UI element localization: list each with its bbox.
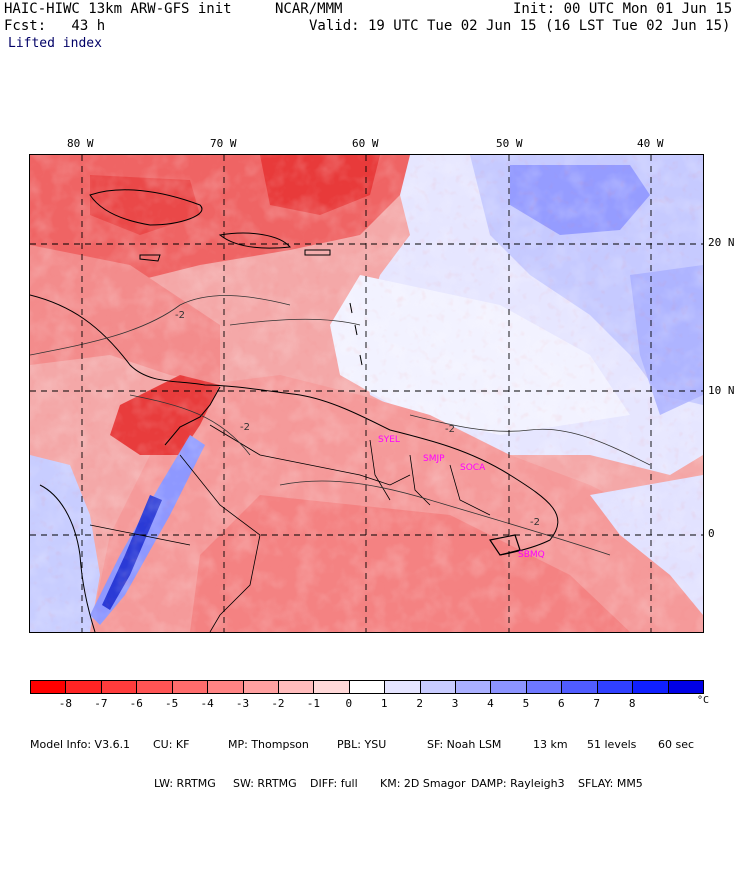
station-soca: SOCA (460, 463, 486, 473)
model-info: Model Info: V3.6.1 CU: KF MP: Thompson P… (30, 712, 730, 803)
colorbar-tick-label: -7 (94, 697, 108, 710)
borders (89, 424, 491, 632)
colorbar-swatch (667, 680, 704, 694)
model-title: HAIC-HIWC 13km ARW-GFS init (4, 1, 232, 17)
damping: DAMP: Rayleigh3 (471, 777, 565, 790)
colorbar-tick-label: -3 (235, 697, 250, 710)
colorbar-tick-label: 8 (628, 697, 636, 710)
colorbar-swatch (136, 680, 173, 694)
colorbar-swatch (277, 680, 315, 694)
contour-label: -2 (175, 310, 185, 321)
colorbar-tick-label: -8 (58, 697, 73, 710)
colorbar-tick-label: -6 (129, 697, 143, 710)
colorbar-swatch (30, 680, 67, 694)
colorbar-swatch (384, 680, 421, 694)
border-suriname (409, 454, 431, 506)
lifted-index-map: -2 -2 -2 -2 SYEL SMJP SOCA SBMQ (29, 154, 704, 633)
field-speckle (30, 155, 703, 632)
colorbar-swatch (455, 680, 492, 694)
colorbar-tick-label: 4 (487, 697, 494, 710)
colorbar-tick-label: 1 (380, 697, 388, 710)
amazon-mouth (489, 534, 521, 556)
lon-label-70w: 70 W (210, 137, 237, 150)
lat-label-20n: 20 N (708, 236, 735, 249)
station-syel: SYEL (378, 435, 400, 445)
longwave-scheme: LW: RRTMG (154, 777, 216, 790)
colorbar-tick-label: 2 (416, 697, 423, 710)
contour-label: -2 (530, 517, 540, 528)
colorbar-swatch (525, 680, 563, 694)
border-colombia-brazil (179, 454, 261, 632)
colorbar-swatch (561, 680, 598, 694)
lon-label-80w: 80 W (67, 137, 94, 150)
coastlines (30, 189, 559, 632)
colorbar-tick-label: -2 (271, 697, 285, 710)
colorbar-swatch (242, 680, 279, 694)
colorbar-tick-label: 7 (593, 697, 601, 710)
lesser-antilles (349, 302, 363, 366)
colorbar-swatch (313, 680, 350, 694)
colorbar-swatch (65, 680, 102, 694)
colorbar-swatch (100, 680, 138, 694)
colorbar-tick-label: 3 (451, 697, 459, 710)
lat-label-0: 0 (708, 527, 715, 540)
colorbar-swatch (207, 680, 244, 694)
colorbar-swatch (348, 680, 386, 694)
colorbar-swatch (596, 680, 634, 694)
valid-time: Valid: 19 UTC Tue 02 Jun 15 (16 LST Tue … (309, 18, 731, 34)
colorbar-swatch (490, 680, 527, 694)
init-time: Init: 00 UTC Mon 01 Jun 15 (513, 1, 733, 17)
diffusion: DIFF: full (310, 777, 358, 790)
pacific-coast (39, 484, 96, 632)
puerto-rico-outline (304, 249, 331, 256)
colorbar-swatch (171, 680, 209, 694)
contour-label: -2 (240, 422, 250, 433)
map-canvas: -2 -2 -2 -2 SYEL SMJP SOCA SBMQ (30, 155, 703, 632)
lon-label-60w: 60 W (352, 137, 379, 150)
model-info-line-2: LW: RRTMG SW: RRTMG DIFF: full KM: 2D Sm… (30, 777, 730, 790)
field-name: Lifted index (8, 36, 102, 51)
graticule (30, 155, 703, 632)
surface-layer: SFLAY: MM5 (578, 777, 643, 790)
forecast-hour: Fcst: 43 h (4, 18, 106, 34)
colorbar-unit: °C (697, 695, 710, 706)
border-guyana (369, 439, 391, 501)
colorbar-tick-label: -1 (306, 697, 320, 710)
colorbar-tick-label: 0 (345, 697, 353, 710)
contour-label: -2 (445, 424, 455, 435)
south-america-north-coast (30, 294, 559, 556)
station-smjp: SMJP (423, 454, 445, 464)
contours (30, 295, 651, 556)
colorbar-swatch (632, 680, 669, 694)
colorbar-swatch (419, 680, 457, 694)
org-label: NCAR/MMM (275, 1, 343, 17)
cuba-outline (89, 189, 203, 226)
hispaniola-outline (218, 232, 291, 249)
lon-label-40w: 40 W (637, 137, 664, 150)
maracaibo-outline (164, 386, 221, 446)
lon-label-50w: 50 W (496, 137, 523, 150)
lat-label-10n: 10 N (708, 384, 735, 397)
border-venezuela-brazil (209, 424, 411, 486)
colorbar-tick-label: 5 (522, 697, 530, 710)
shortwave-scheme: SW: RRTMG (233, 777, 297, 790)
colorbar-tick-label: -4 (200, 697, 214, 710)
station-sbmq: SBMQ (518, 550, 545, 560)
colorbar-tick-label: -5 (165, 697, 179, 710)
border-french-guiana (449, 464, 491, 516)
km-opt: KM: 2D Smagor (380, 777, 466, 790)
colorbar-tick-label: 6 (558, 697, 565, 710)
jamaica-outline (139, 254, 161, 262)
